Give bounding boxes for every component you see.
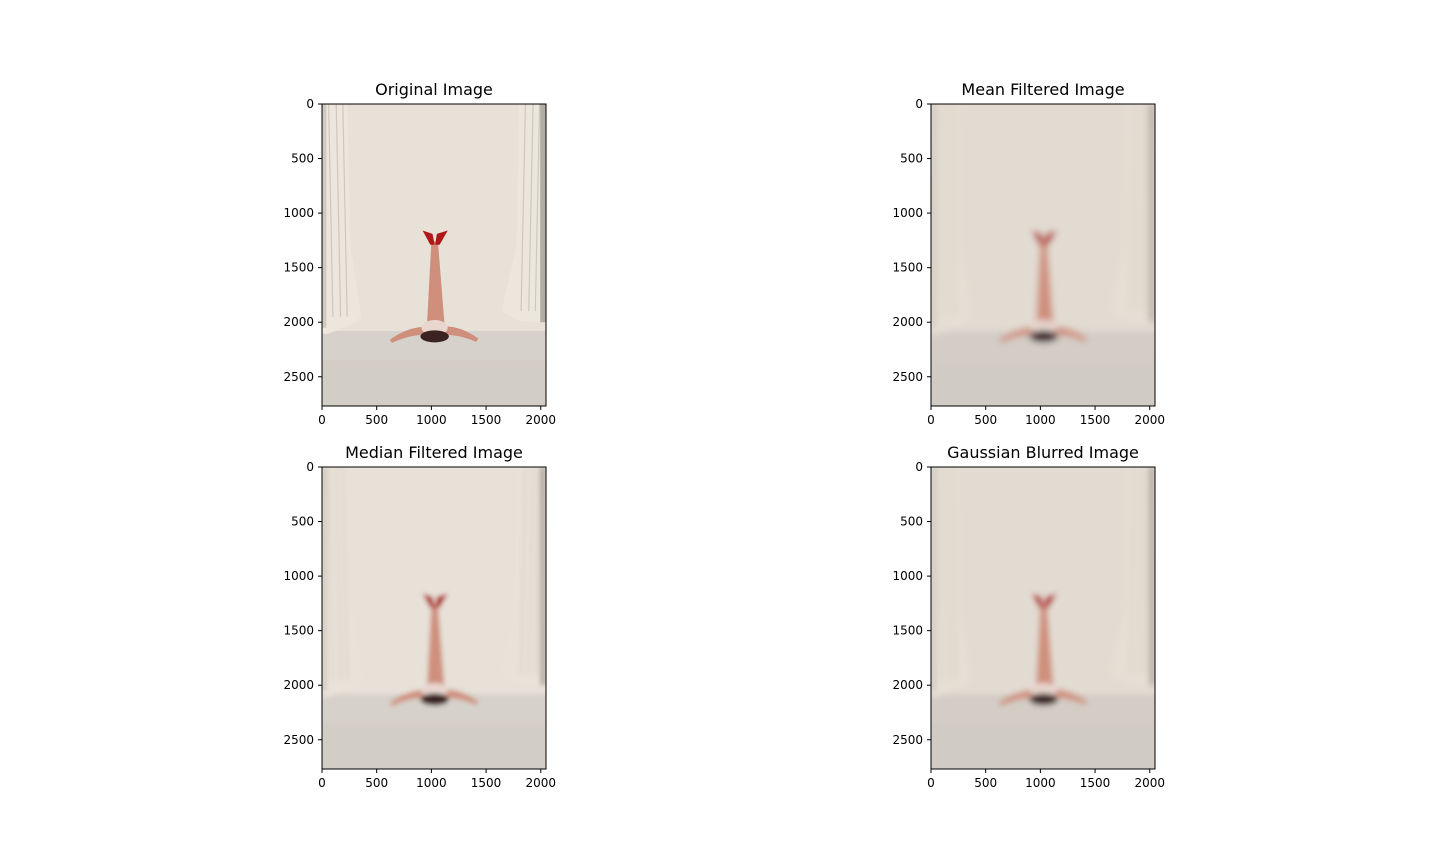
- x-tick-label: 0: [318, 776, 326, 790]
- axes-frame: [930, 103, 1156, 407]
- y-tick-label: 500: [291, 515, 314, 529]
- figure-head: [1029, 330, 1058, 343]
- figure-legs: [427, 241, 445, 325]
- axes-frame: [321, 466, 547, 770]
- y-tick-label: 1500: [892, 624, 923, 638]
- y-tick-label: 2500: [283, 733, 314, 747]
- y-tick-label: 0: [306, 97, 314, 111]
- x-tick-label: 1500: [471, 776, 502, 790]
- x-tick-label: 2000: [1134, 413, 1165, 427]
- y-tick-label: 500: [900, 515, 923, 529]
- axes-frame: [930, 466, 1156, 770]
- axes-frame: [321, 103, 547, 407]
- panel-3: 0 500 1000 1500 2000 0 500 1000 1500 2000 2500 Medi…: [283, 443, 556, 790]
- panel-2: 0 500 1000 1500 2000 0 500 1000 1500 2000 2500 Mean…: [892, 80, 1165, 427]
- y-tick-label: 1000: [283, 206, 314, 220]
- y-tick-label: 0: [915, 97, 923, 111]
- x-tick-label: 2000: [1134, 776, 1165, 790]
- x-tick-label: 2000: [525, 776, 556, 790]
- x-tick-label: 500: [974, 776, 997, 790]
- x-tick-label: 2000: [525, 413, 556, 427]
- x-tick-label: 0: [318, 413, 326, 427]
- x-tick-label: 1000: [1025, 413, 1056, 427]
- shoe-right: [1044, 593, 1057, 608]
- figure-head: [1029, 693, 1058, 706]
- shoe-right: [1044, 230, 1057, 245]
- y-tick-label: 1500: [892, 261, 923, 275]
- panel-title: Mean Filtered Image: [961, 80, 1124, 99]
- y-tick-label: 2000: [892, 315, 923, 329]
- figure-legs: [1036, 241, 1054, 325]
- y-tick-label: 1000: [283, 569, 314, 583]
- shoe-right: [435, 593, 448, 608]
- y-tick-label: 2500: [892, 733, 923, 747]
- x-tick-label: 1500: [1080, 413, 1111, 427]
- photo-image: [931, 104, 1155, 406]
- panel-4: 0 500 1000 1500 2000 0 500 1000 1500 2000 2500 Gaus…: [892, 443, 1165, 790]
- shoe-left: [422, 230, 435, 245]
- y-tick-label: 1500: [283, 624, 314, 638]
- y-tick-label: 1000: [892, 206, 923, 220]
- photo-image: [322, 467, 546, 769]
- photo-image: [322, 104, 546, 406]
- x-tick-label: 1000: [1025, 776, 1056, 790]
- shoe-right: [435, 230, 448, 245]
- panel-title: Gaussian Blurred Image: [947, 443, 1139, 462]
- x-tick-label: 1000: [416, 413, 447, 427]
- y-tick-label: 2000: [892, 678, 923, 692]
- x-tick-label: 1000: [416, 776, 447, 790]
- y-tick-label: 2000: [283, 678, 314, 692]
- x-tick-label: 0: [927, 776, 935, 790]
- y-tick-label: 0: [306, 460, 314, 474]
- x-tick-label: 1500: [471, 413, 502, 427]
- shoe-left: [1031, 593, 1044, 608]
- figure-legs: [1036, 604, 1054, 688]
- panel-title: Median Filtered Image: [345, 443, 523, 462]
- y-tick-label: 2500: [892, 370, 923, 384]
- shoe-left: [422, 593, 435, 608]
- y-tick-label: 1000: [892, 569, 923, 583]
- photo-image: [931, 467, 1155, 769]
- figure-head: [420, 330, 449, 343]
- y-tick-label: 1500: [283, 261, 314, 275]
- figure-head: [420, 693, 449, 706]
- x-tick-label: 500: [365, 776, 388, 790]
- x-tick-label: 500: [365, 413, 388, 427]
- figure-legs: [427, 604, 445, 688]
- y-tick-label: 500: [900, 152, 923, 166]
- x-tick-label: 0: [927, 413, 935, 427]
- shoe-left: [1031, 230, 1044, 245]
- y-tick-label: 0: [915, 460, 923, 474]
- x-tick-label: 500: [974, 413, 997, 427]
- y-tick-label: 2500: [283, 370, 314, 384]
- x-tick-label: 1500: [1080, 776, 1111, 790]
- y-tick-label: 500: [291, 152, 314, 166]
- y-tick-label: 2000: [283, 315, 314, 329]
- panel-title: Original Image: [375, 80, 493, 99]
- panel-1: 0 500 1000 1500 2000 0 500 1000 1500 2000 2500 Orig…: [283, 80, 556, 427]
